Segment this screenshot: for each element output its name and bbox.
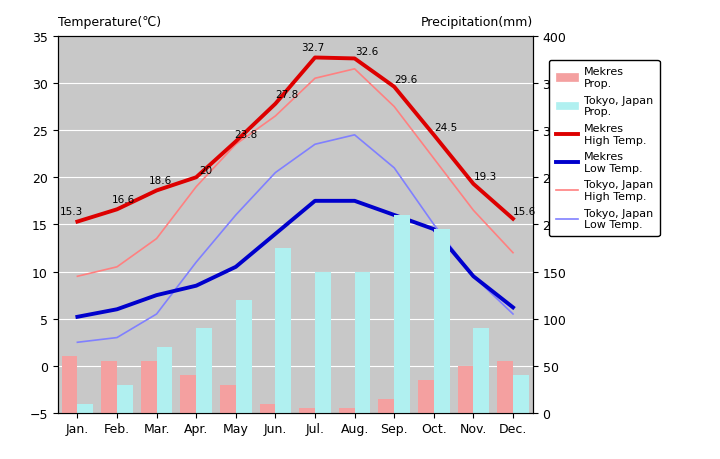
Bar	[157, 347, 173, 413]
Text: 29.6: 29.6	[395, 75, 418, 85]
Text: 18.6: 18.6	[149, 175, 172, 185]
Bar	[196, 328, 212, 413]
Text: 16.6: 16.6	[112, 194, 135, 204]
Bar	[418, 380, 434, 413]
Bar	[513, 375, 528, 413]
Bar	[458, 366, 474, 413]
Text: 15.6: 15.6	[513, 207, 536, 217]
Bar	[394, 215, 410, 413]
Bar	[354, 272, 370, 413]
Bar	[275, 248, 291, 413]
Bar	[378, 399, 394, 413]
Bar	[315, 272, 331, 413]
Bar	[300, 409, 315, 413]
Text: 19.3: 19.3	[474, 172, 497, 182]
Bar	[141, 361, 157, 413]
Text: 32.6: 32.6	[355, 47, 378, 56]
Bar	[339, 409, 355, 413]
Text: 20: 20	[199, 165, 212, 175]
Bar	[474, 328, 490, 413]
Bar	[117, 385, 133, 413]
Bar	[220, 385, 236, 413]
Bar	[78, 404, 94, 413]
Text: 27.8: 27.8	[276, 90, 299, 100]
Text: 32.7: 32.7	[302, 43, 325, 53]
Legend: Mekres
Prop., Tokyo, Japan
Prop., Mekres
High Temp., Mekres
Low Temp., Tokyo, Ja: Mekres Prop., Tokyo, Japan Prop., Mekres…	[549, 61, 660, 236]
Text: Precipitation(mm): Precipitation(mm)	[420, 16, 533, 29]
Text: Temperature(℃): Temperature(℃)	[58, 16, 161, 29]
Text: 15.3: 15.3	[60, 207, 83, 217]
Bar	[236, 300, 252, 413]
Bar	[433, 230, 449, 413]
Text: 24.5: 24.5	[434, 123, 457, 133]
Bar	[259, 404, 275, 413]
Bar	[62, 357, 78, 413]
Bar	[101, 361, 117, 413]
Bar	[180, 375, 196, 413]
Text: 23.8: 23.8	[234, 129, 257, 140]
Bar	[497, 361, 513, 413]
